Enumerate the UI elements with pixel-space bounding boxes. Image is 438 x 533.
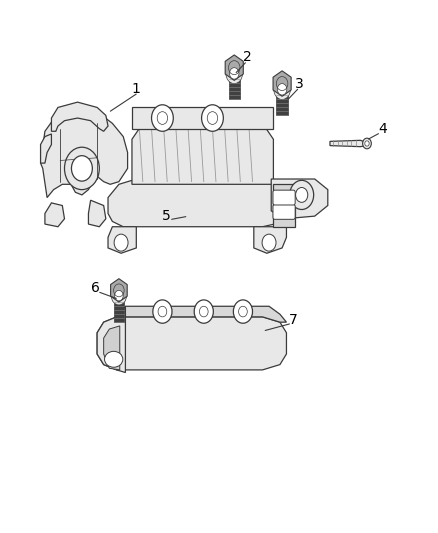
Circle shape [262,234,276,251]
Polygon shape [97,317,286,370]
Text: 5: 5 [162,209,171,223]
Polygon shape [104,326,120,370]
Polygon shape [273,184,295,227]
Polygon shape [41,105,127,198]
Circle shape [115,290,123,301]
Polygon shape [132,108,273,128]
Circle shape [363,138,371,149]
Polygon shape [45,203,64,227]
Polygon shape [330,140,366,147]
Circle shape [365,141,369,146]
Polygon shape [114,294,124,322]
Polygon shape [229,71,240,100]
Polygon shape [273,71,291,96]
Polygon shape [132,115,273,184]
Circle shape [226,63,243,84]
Circle shape [64,147,99,190]
Text: 4: 4 [378,122,387,135]
Polygon shape [225,55,243,80]
Polygon shape [276,87,288,115]
Polygon shape [41,134,51,163]
Circle shape [274,79,290,100]
Polygon shape [271,179,328,219]
Ellipse shape [296,188,308,203]
Circle shape [239,306,247,317]
Text: 3: 3 [295,77,304,91]
Text: 7: 7 [289,312,297,327]
Text: 6: 6 [91,281,99,295]
Circle shape [194,300,213,323]
Circle shape [153,300,172,323]
Circle shape [152,105,173,131]
Circle shape [114,234,128,251]
Circle shape [277,84,287,95]
Circle shape [199,306,208,317]
Polygon shape [108,179,295,227]
Circle shape [158,306,167,317]
Circle shape [207,112,218,124]
Ellipse shape [105,351,123,367]
Polygon shape [117,306,286,322]
Polygon shape [51,102,108,131]
Polygon shape [88,200,106,227]
Polygon shape [108,227,136,253]
Polygon shape [111,279,127,302]
Text: 2: 2 [243,50,252,64]
FancyBboxPatch shape [273,190,295,205]
Polygon shape [254,227,286,253]
Circle shape [71,156,92,181]
Ellipse shape [290,180,314,209]
Circle shape [157,112,168,124]
Circle shape [233,300,253,323]
Circle shape [230,68,239,79]
Text: 1: 1 [132,82,141,96]
Circle shape [201,105,223,131]
FancyBboxPatch shape [273,205,295,219]
Polygon shape [97,306,125,373]
Circle shape [111,286,127,305]
